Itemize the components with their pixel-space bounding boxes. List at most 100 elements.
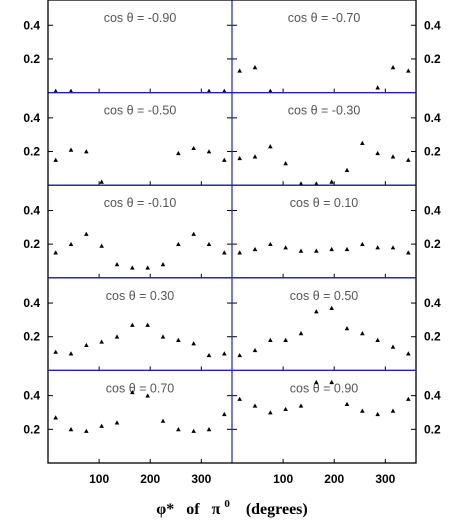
data-point	[375, 150, 380, 156]
data-point	[406, 396, 411, 401]
data-point	[375, 245, 380, 250]
panel-label: cos θ = 0.30	[106, 289, 174, 303]
data-point	[53, 250, 58, 255]
data-point	[406, 157, 411, 162]
data-point	[252, 403, 258, 408]
y-tick-label-left: 0.2	[23, 52, 40, 66]
data-point	[375, 411, 380, 417]
data-point	[206, 427, 212, 432]
data-point	[314, 309, 319, 314]
data-point	[206, 241, 212, 247]
data-point	[191, 145, 196, 151]
panel-label: cos θ = -0.10	[104, 196, 177, 210]
data-point	[99, 423, 104, 428]
data-point	[360, 140, 365, 146]
y-tick-label-right: 0.2	[424, 52, 441, 66]
y-tick-label-left: 0.2	[23, 330, 40, 344]
data-point	[329, 246, 334, 252]
panel-3: cos θ = -0.50	[47, 92, 233, 186]
data-point	[53, 157, 58, 162]
y-tick-label-right: 0.4	[424, 18, 441, 32]
data-point	[314, 248, 319, 253]
data-point	[406, 351, 411, 356]
data-point	[252, 246, 258, 252]
x-axis-title-pi: π	[212, 501, 221, 518]
data-point	[176, 427, 181, 432]
panel-6: cos θ = 0.10	[231, 184, 417, 279]
data-point	[252, 65, 258, 70]
data-point	[298, 248, 304, 253]
data-point	[344, 167, 350, 172]
panel-8: cos θ = 0.50	[231, 277, 417, 371]
data-point	[222, 250, 227, 255]
y-tick-label-left: 0.2	[23, 422, 40, 436]
data-point	[99, 243, 104, 248]
data-point	[283, 245, 288, 250]
x-tick-label: 200	[324, 472, 344, 486]
y-tick-label-left: 0.2	[23, 237, 40, 251]
panel-2: cos θ = -0.70	[231, 0, 417, 94]
data-point	[130, 322, 135, 327]
data-point	[99, 339, 104, 344]
panel-5: cos θ = -0.10	[47, 184, 233, 279]
data-point	[375, 337, 380, 342]
data-point	[222, 157, 227, 162]
data-point	[176, 337, 181, 342]
data-point	[68, 351, 74, 356]
y-tick-label-right: 0.4	[424, 111, 441, 125]
data-point	[145, 322, 150, 327]
data-point	[222, 88, 227, 93]
panel-label: cos θ = -0.50	[104, 104, 177, 118]
data-point	[283, 406, 288, 412]
data-point	[390, 65, 396, 70]
x-tick-label: 100	[89, 472, 109, 486]
panel-1: cos θ = -0.90	[47, 0, 233, 94]
data-point	[298, 181, 304, 186]
data-point	[268, 88, 273, 93]
y-tick-label-left: 0.4	[23, 203, 40, 217]
y-tick-label-left: 0.4	[23, 296, 40, 310]
y-tick-label-left: 0.4	[23, 389, 40, 403]
data-point	[160, 334, 166, 339]
data-point	[314, 181, 319, 186]
data-point	[114, 334, 120, 339]
y-tick-label-right: 0.2	[424, 145, 441, 159]
x-axis-title-phi: φ*	[156, 501, 174, 518]
data-point	[160, 418, 166, 423]
data-point	[298, 331, 304, 336]
data-point	[344, 326, 350, 331]
data-point	[53, 349, 58, 354]
data-point	[191, 428, 196, 433]
data-point	[130, 265, 135, 270]
y-tick-label-right: 0.2	[424, 330, 441, 344]
panel-4: cos θ = -0.30	[231, 92, 417, 186]
data-point	[237, 352, 242, 358]
data-point	[84, 231, 89, 236]
data-point	[360, 331, 365, 336]
y-tick-label-left: 0.4	[23, 18, 40, 32]
panel-10: cos θ = 0.90	[231, 369, 417, 464]
data-point	[268, 241, 273, 247]
data-point	[68, 147, 74, 152]
left-y-axis: 0.2 0.4 0.2 0.4 0.2 0.4 0.2 0.4 0.2 0.4	[23, 18, 40, 436]
data-point	[237, 396, 242, 401]
x-tick-label: 200	[140, 472, 160, 486]
panel-label: cos θ = -0.70	[288, 11, 361, 25]
y-tick-label-right: 0.2	[424, 237, 441, 251]
bottom-x-axis: 100 200 300 100 200 300	[89, 472, 396, 486]
data-point	[329, 379, 334, 385]
data-point	[114, 420, 120, 425]
x-tick-label: 300	[191, 472, 211, 486]
data-point	[84, 149, 89, 154]
data-point	[268, 144, 273, 149]
data-point	[390, 154, 396, 159]
data-point	[360, 408, 365, 413]
data-point	[283, 161, 288, 166]
data-point	[406, 68, 411, 73]
data-point	[252, 347, 258, 353]
data-point	[268, 337, 273, 342]
panel-label: cos θ = 0.50	[290, 289, 358, 303]
data-point	[206, 352, 212, 358]
data-point	[130, 389, 135, 395]
